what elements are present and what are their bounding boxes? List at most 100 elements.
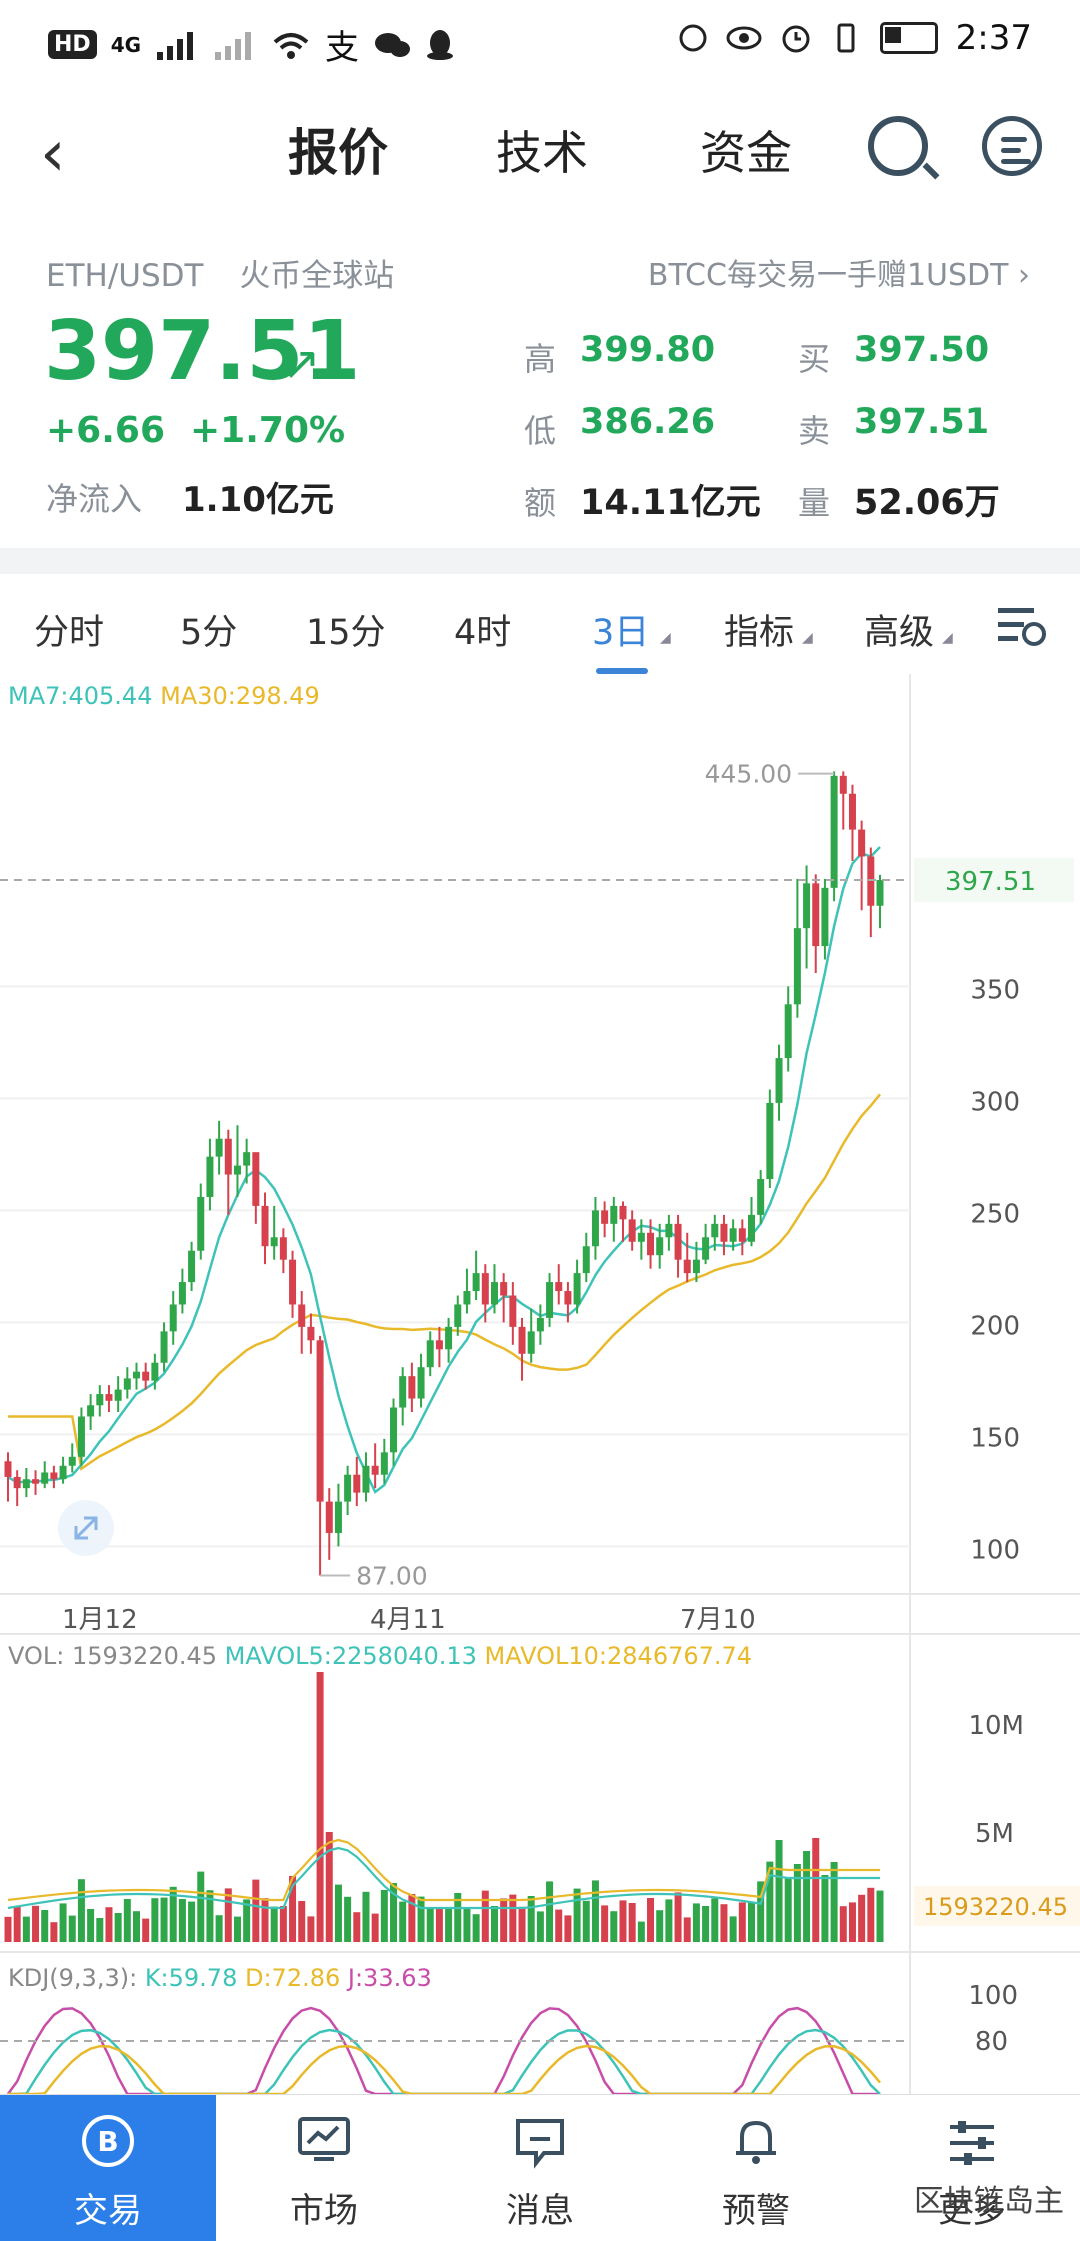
nav-trade[interactable]: B 交易 [0,2095,216,2241]
volume-bar [41,1910,49,1942]
candle-body [380,1452,388,1475]
chart-settings-icon[interactable] [996,604,1048,648]
candle-body [50,1472,58,1480]
bottom-nav: B 交易 市场 消息 预警 更多 [0,2094,1080,2241]
candle-body [509,1295,517,1327]
volume-bar [683,1917,691,1942]
candle-body [518,1326,526,1354]
candle-body [858,829,866,857]
tf-15min[interactable]: 15分 [306,613,386,653]
candle-body [619,1205,627,1220]
volume-bar [197,1871,205,1942]
tab-funds[interactable]: 资金 [700,126,792,180]
volume-bar [647,1898,655,1942]
fullscreen-icon[interactable] [58,1500,114,1556]
candle-body [77,1416,85,1457]
tf-advanced[interactable]: 高级 [864,613,935,653]
candle-body [261,1205,269,1247]
candle-body [169,1304,177,1332]
candle-body [601,1210,609,1224]
volume-bar [848,1902,856,1942]
candle-body [711,1223,719,1238]
back-button[interactable]: ‹ [40,117,66,191]
volume-bar [178,1899,186,1942]
mavol10-line [7,1838,880,1902]
nav-alerts[interactable]: 预警 [648,2095,864,2241]
volume-bar [555,1909,563,1942]
volume-bar [481,1890,489,1942]
exchange-name: 火币全球站 [239,258,395,294]
tf-indicator[interactable]: 指标 [724,613,795,653]
candle-body [564,1291,572,1305]
advanced-dropdown-icon: ◢ [942,630,953,646]
kline-chart[interactable]: 350 300 250 200 150 100 MA7:405.44 MA30:298.49… [0,674,1080,2094]
wechat-icon [375,32,411,57]
price-change: +6.66 [46,410,165,451]
trend-arrow-icon: ↗ [282,336,321,390]
volume-bar [637,1921,645,1942]
candle-body [720,1223,728,1242]
net-inflow-value: 1.10亿元 [182,480,334,520]
tf-timeshare[interactable]: 分时 [34,613,105,653]
tf-3day[interactable]: 3日 [592,613,650,653]
candle-body [481,1273,489,1305]
volume-bar [371,1913,379,1942]
candle-body [454,1304,462,1327]
top-nav: ‹ 报价 技术 资金 [0,80,1080,220]
candle-body [821,887,829,947]
min-price-label: 87.00 [356,1562,428,1591]
candle-body [289,1259,297,1305]
candle-body [812,883,820,947]
tf-active-underline [596,668,648,674]
candles [4,771,884,1576]
ma30-path [8,1093,881,1471]
volume-bar [472,1914,480,1942]
candle-body [151,1362,159,1381]
volume-bar [821,1875,829,1942]
nav-market[interactable]: 市场 [216,2095,432,2241]
menu-icon[interactable] [982,116,1042,176]
candle-body [738,1228,746,1242]
volume-bar [68,1915,76,1942]
volume-bar [50,1922,58,1942]
promo-link[interactable]: BTCC每交易一手赠1USDT › [647,258,1030,293]
candle-body [839,775,847,794]
chart-grid [0,674,1080,2094]
status-left: HD 4G 支 [48,20,455,69]
signal-icon [157,31,194,60]
volume-label: 量 [798,484,831,522]
tf-4h[interactable]: 4时 [454,613,512,653]
volume-bar [601,1905,609,1942]
candle-body [32,1479,40,1484]
candle-body [445,1326,453,1350]
tab-technical[interactable]: 技术 [496,126,588,180]
max-price-label: 445.00 [705,760,792,789]
candle-body [59,1465,67,1480]
vol-tick-10m: 10M [968,1711,1024,1741]
volume-bar [876,1890,884,1942]
candle-body [188,1250,196,1283]
nav-trade-label: 交易 [74,2191,142,2231]
amount-label: 额 [524,484,557,522]
volume-bar [362,1891,370,1942]
volume-bar [509,1894,517,1942]
candle-body [656,1237,664,1256]
vol-last-bg [914,1886,1080,1926]
candle-body [546,1282,554,1318]
bid-value: 397.50 [854,330,990,370]
volume-bar [399,1901,407,1942]
nav-more[interactable]: 更多 [864,2095,1080,2241]
volume-bar [408,1894,416,1942]
tf-5min[interactable]: 5分 [180,613,238,653]
candle-body [665,1223,673,1238]
volume-bar [151,1898,159,1942]
tab-quote[interactable]: 报价 [288,124,388,182]
volume-bar [114,1913,122,1942]
search-icon[interactable] [868,116,928,176]
volume-bar [702,1906,710,1942]
nav-messages[interactable]: 消息 [432,2095,648,2241]
volume-bar [610,1911,618,1942]
volume-bar [270,1906,278,1942]
candle-body [683,1259,691,1274]
candle-body [830,775,838,888]
